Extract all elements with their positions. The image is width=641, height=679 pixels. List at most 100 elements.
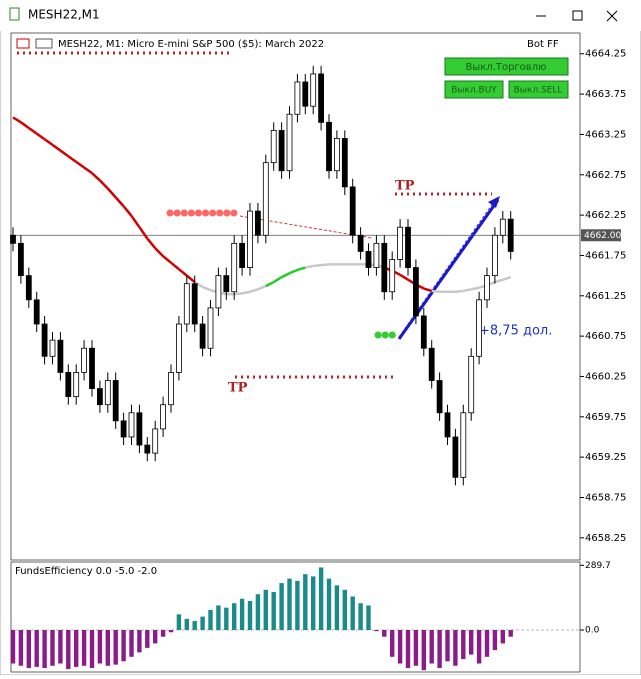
ma-segment [320, 263, 330, 267]
y-tick-label: 289.7 [585, 561, 611, 571]
ma-segment [146, 237, 157, 249]
button[interactable] [508, 80, 569, 99]
bar [366, 605, 371, 631]
bar [42, 630, 47, 668]
maximize-button[interactable] [572, 10, 583, 21]
bar [247, 600, 253, 631]
ma-segment [12, 116, 22, 124]
close-button[interactable] [606, 10, 618, 22]
y-tick-label: 4660.25 [585, 371, 626, 382]
candle-body [412, 267, 419, 317]
ma-segment [494, 278, 504, 284]
bar [358, 603, 363, 631]
bar [397, 630, 403, 664]
candle-body [89, 347, 95, 389]
bar [81, 630, 87, 666]
ma-segment [502, 276, 512, 281]
button[interactable] [444, 57, 569, 76]
bar [58, 630, 63, 664]
bar [303, 574, 308, 631]
button-label[interactable]: Выкл.SELL [514, 86, 563, 96]
bar [224, 607, 229, 631]
bot-badge: Bot FF [527, 39, 559, 50]
candle-body [310, 73, 317, 107]
bar [318, 567, 324, 631]
y-tick-label: 4660.75 [585, 331, 626, 342]
candle-body [357, 234, 364, 252]
bar [113, 630, 118, 665]
bar [34, 630, 39, 667]
bar [184, 618, 189, 631]
ma-segment [138, 226, 149, 240]
candle-body [73, 372, 80, 398]
bar [445, 630, 450, 662]
candle-body [326, 121, 332, 172]
ma-segment [289, 268, 298, 275]
candle-body [65, 372, 72, 398]
bar [350, 596, 355, 631]
ma-segment [106, 187, 117, 199]
candle-body [507, 218, 514, 252]
button-label[interactable]: Выкл.Торговлю [465, 62, 546, 73]
candle-body [318, 73, 325, 123]
candle-body [341, 138, 348, 188]
bar [461, 630, 466, 660]
candle-body [41, 323, 48, 357]
bar [405, 630, 411, 668]
button[interactable] [444, 80, 504, 99]
candle-body [286, 113, 293, 172]
candle-body [460, 412, 467, 478]
bar [50, 630, 55, 666]
window-title: MESH22,M1 [28, 8, 100, 22]
bar [326, 578, 332, 631]
bar [129, 630, 134, 657]
candle-body [389, 259, 396, 293]
y-tick-label: 4661.75 [585, 250, 626, 261]
ma-segment [241, 290, 251, 295]
candle-body [278, 129, 285, 172]
ma-segment [114, 196, 125, 208]
candle-body [239, 242, 246, 268]
candle-body [199, 323, 206, 349]
bar [287, 578, 292, 631]
candle-body [136, 412, 143, 446]
bar [342, 589, 347, 631]
bar [437, 630, 442, 668]
candle-body [104, 380, 111, 406]
candle-body [420, 315, 427, 349]
y-tick-label: 4661.25 [585, 291, 626, 302]
ma-segment [170, 261, 180, 271]
candle-body [168, 372, 174, 406]
button-label[interactable]: Выкл.BUY [451, 86, 497, 96]
candle-body [144, 444, 151, 454]
y-tick-label: 4663.25 [585, 129, 626, 140]
trade-line [398, 198, 497, 338]
ma-segment [455, 289, 464, 293]
bar [232, 603, 237, 631]
bar [469, 630, 474, 655]
y-tick-label: 4662.75 [585, 170, 626, 181]
candle-body [476, 299, 483, 357]
chart-icon [16, 38, 30, 49]
candle-body [175, 323, 182, 373]
candle-body [254, 210, 261, 236]
ma-segment [67, 155, 77, 163]
y-tick-label: 4659.25 [585, 452, 626, 463]
ma-segment [28, 126, 38, 135]
candle-body [468, 355, 475, 414]
bar [334, 585, 340, 631]
candle-body [365, 251, 372, 268]
ma-segment [470, 286, 480, 291]
candle-body [183, 283, 190, 325]
candle-body [397, 226, 404, 260]
bar [105, 630, 110, 666]
candle-body [428, 347, 435, 381]
bar [153, 630, 158, 644]
bar [160, 630, 166, 637]
candle-body [49, 339, 56, 357]
candle-body [333, 138, 340, 172]
ma-segment [83, 166, 93, 175]
ma-segment [281, 272, 291, 279]
candle-body [215, 275, 222, 309]
bar [66, 630, 71, 670]
